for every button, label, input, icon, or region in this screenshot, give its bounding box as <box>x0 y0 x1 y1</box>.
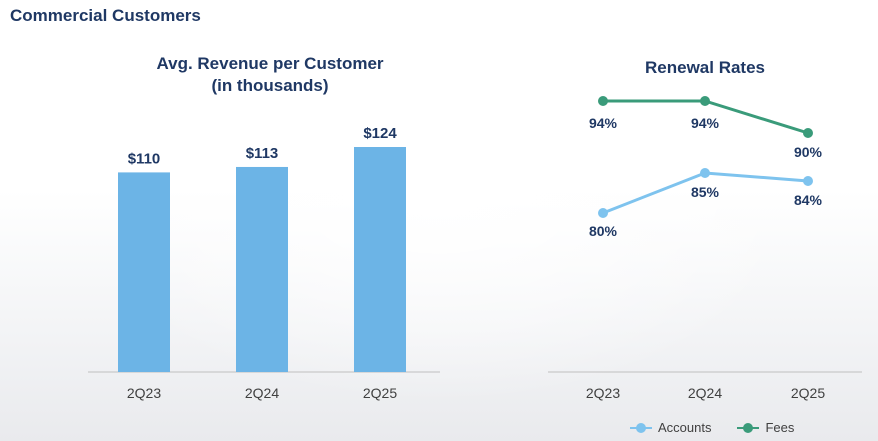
series-value-label-fees: 94% <box>589 115 618 131</box>
series-value-label-fees: 90% <box>794 144 823 160</box>
line-chart-legend: Accounts Fees <box>630 420 820 435</box>
bar-x-tick-label: 2Q23 <box>127 385 161 401</box>
accounts-legend-marker <box>630 422 652 434</box>
bar-2q23 <box>118 172 170 372</box>
bar-chart-subtitle: (in thousands) <box>211 76 329 95</box>
series-value-label-accounts: 80% <box>589 223 618 239</box>
series-point-fees <box>803 128 813 138</box>
bar-2q24 <box>236 166 288 372</box>
series-point-accounts <box>803 176 813 186</box>
line-chart-title: Renewal Rates <box>645 58 765 77</box>
series-value-label-accounts: 85% <box>691 184 720 200</box>
line-x-tick-label: 2Q25 <box>791 385 825 401</box>
legend-item-accounts: Accounts <box>630 420 711 435</box>
legend-label-accounts: Accounts <box>658 420 712 435</box>
line-x-tick-label: 2Q23 <box>586 385 620 401</box>
series-point-fees <box>700 96 710 106</box>
bar-value-label: $124 <box>363 125 397 142</box>
bar-value-label: $110 <box>128 150 161 167</box>
series-value-label-fees: 94% <box>691 115 720 131</box>
bar-x-tick-label: 2Q24 <box>245 385 279 401</box>
bar-2q25 <box>354 147 406 372</box>
bar-value-label: $113 <box>246 145 279 162</box>
bar-chart-title: Avg. Revenue per Customer <box>156 54 384 73</box>
series-point-accounts <box>700 168 710 178</box>
line-x-tick-label: 2Q24 <box>688 385 722 401</box>
series-value-label-accounts: 84% <box>794 192 823 208</box>
series-point-fees <box>598 96 608 106</box>
fees-legend-marker <box>737 422 760 434</box>
section-title: Commercial Customers <box>10 6 201 25</box>
bar-x-tick-label: 2Q25 <box>363 385 397 401</box>
legend-label-fees: Fees <box>765 420 795 435</box>
legend-item-fees: Fees <box>737 420 794 435</box>
series-point-accounts <box>598 208 608 218</box>
